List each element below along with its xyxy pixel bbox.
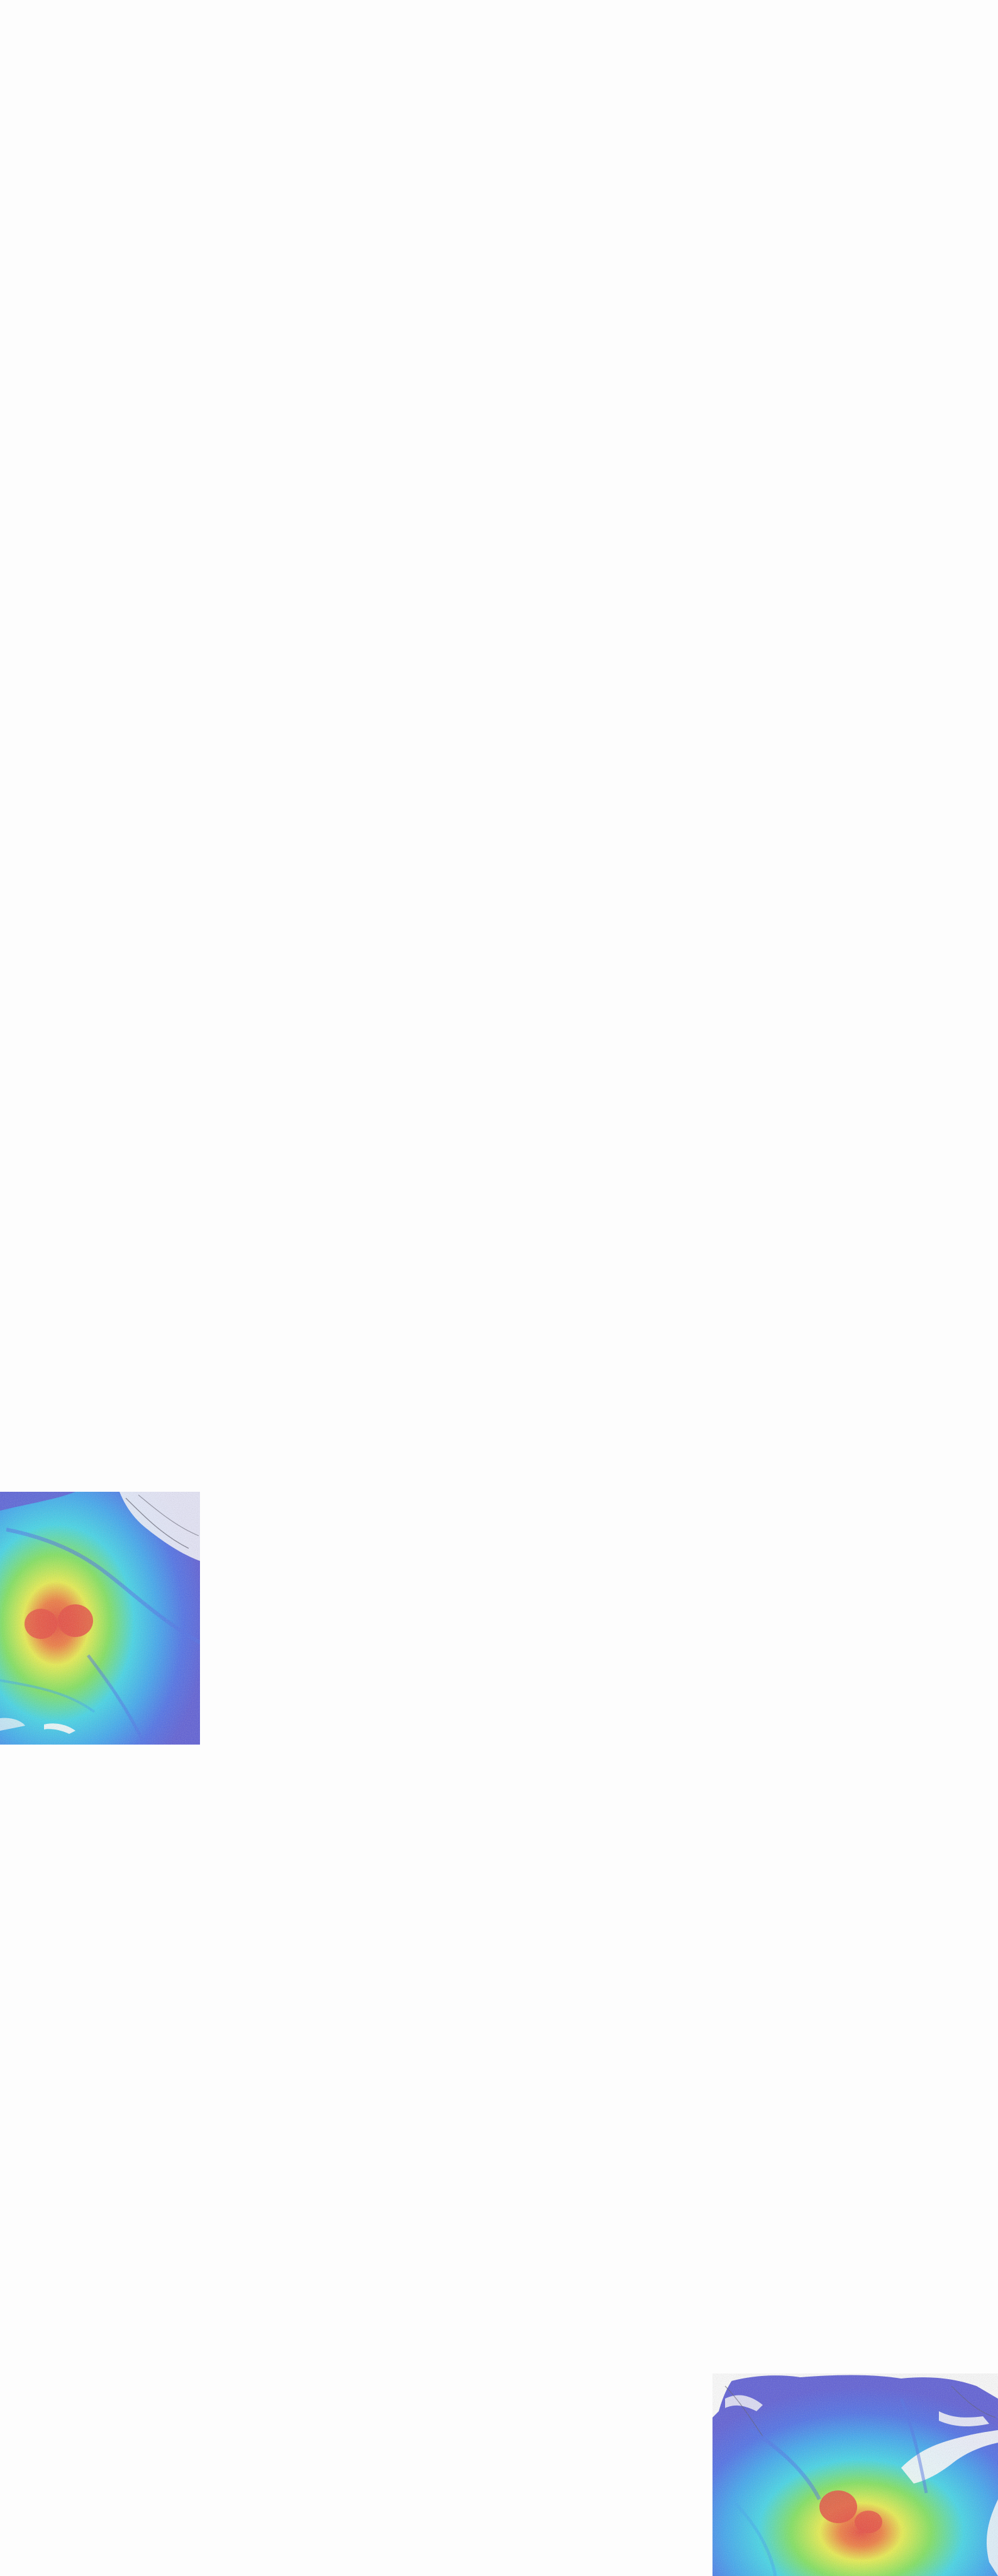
heatmap-svg-bottom-right: [712, 2373, 998, 2576]
heatmap-svg-left: [0, 1492, 200, 1745]
heatmap-image-bottom-right: [712, 2373, 998, 2576]
heatmap-image-left: [0, 1492, 200, 1745]
